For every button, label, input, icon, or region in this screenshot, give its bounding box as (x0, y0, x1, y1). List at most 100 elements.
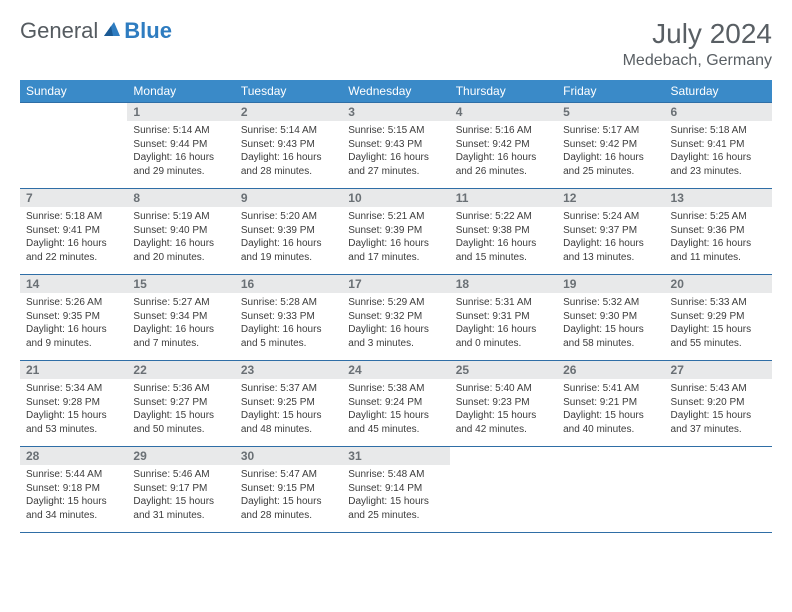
day-cell: Sunrise: 5:14 AMSunset: 9:44 PMDaylight:… (127, 121, 234, 189)
day-cell: Sunrise: 5:16 AMSunset: 9:42 PMDaylight:… (450, 121, 557, 189)
day-number: 8 (127, 189, 234, 208)
day-cell: Sunrise: 5:18 AMSunset: 9:41 PMDaylight:… (20, 207, 127, 275)
daylight-text-2: and 40 minutes. (563, 423, 658, 437)
day-cell (557, 465, 664, 533)
day-number: 30 (235, 447, 342, 466)
daylight-text-2: and 28 minutes. (241, 165, 336, 179)
sunset-text: Sunset: 9:35 PM (26, 310, 121, 324)
sunset-text: Sunset: 9:43 PM (348, 138, 443, 152)
day-cell: Sunrise: 5:34 AMSunset: 9:28 PMDaylight:… (20, 379, 127, 447)
day-cell: Sunrise: 5:40 AMSunset: 9:23 PMDaylight:… (450, 379, 557, 447)
sunrise-text: Sunrise: 5:25 AM (671, 210, 766, 224)
day-number (20, 103, 127, 122)
sunset-text: Sunset: 9:18 PM (26, 482, 121, 496)
daylight-text: Daylight: 16 hours (563, 151, 658, 165)
sunrise-text: Sunrise: 5:33 AM (671, 296, 766, 310)
sunset-text: Sunset: 9:44 PM (133, 138, 228, 152)
day-number: 23 (235, 361, 342, 380)
daylight-text: Daylight: 16 hours (563, 237, 658, 251)
daylight-text: Daylight: 16 hours (133, 237, 228, 251)
day-info-row: Sunrise: 5:14 AMSunset: 9:44 PMDaylight:… (20, 121, 772, 189)
sunset-text: Sunset: 9:31 PM (456, 310, 551, 324)
daylight-text: Daylight: 16 hours (241, 323, 336, 337)
daylight-text-2: and 50 minutes. (133, 423, 228, 437)
daylight-text-2: and 25 minutes. (348, 509, 443, 523)
day-number: 26 (557, 361, 664, 380)
day-cell: Sunrise: 5:33 AMSunset: 9:29 PMDaylight:… (665, 293, 772, 361)
day-number: 20 (665, 275, 772, 294)
daylight-text: Daylight: 16 hours (26, 237, 121, 251)
day-number: 4 (450, 103, 557, 122)
sunrise-text: Sunrise: 5:31 AM (456, 296, 551, 310)
day-cell: Sunrise: 5:20 AMSunset: 9:39 PMDaylight:… (235, 207, 342, 275)
sunrise-text: Sunrise: 5:16 AM (456, 124, 551, 138)
day-number: 29 (127, 447, 234, 466)
day-number: 27 (665, 361, 772, 380)
daylight-text: Daylight: 15 hours (26, 495, 121, 509)
day-number: 1 (127, 103, 234, 122)
day-number: 13 (665, 189, 772, 208)
sunset-text: Sunset: 9:39 PM (348, 224, 443, 238)
daylight-text-2: and 20 minutes. (133, 251, 228, 265)
sunset-text: Sunset: 9:24 PM (348, 396, 443, 410)
daylight-text: Daylight: 16 hours (133, 323, 228, 337)
day-number: 28 (20, 447, 127, 466)
daylight-text-2: and 55 minutes. (671, 337, 766, 351)
sunrise-text: Sunrise: 5:41 AM (563, 382, 658, 396)
daylight-text: Daylight: 16 hours (241, 151, 336, 165)
daylight-text: Daylight: 15 hours (671, 323, 766, 337)
day-header: Monday (127, 80, 234, 103)
daylight-text: Daylight: 16 hours (671, 237, 766, 251)
day-number: 14 (20, 275, 127, 294)
sunrise-text: Sunrise: 5:27 AM (133, 296, 228, 310)
daylight-text-2: and 48 minutes. (241, 423, 336, 437)
sunset-text: Sunset: 9:32 PM (348, 310, 443, 324)
day-number-row: 78910111213 (20, 189, 772, 208)
sunrise-text: Sunrise: 5:20 AM (241, 210, 336, 224)
day-cell: Sunrise: 5:32 AMSunset: 9:30 PMDaylight:… (557, 293, 664, 361)
day-info-row: Sunrise: 5:26 AMSunset: 9:35 PMDaylight:… (20, 293, 772, 361)
sunrise-text: Sunrise: 5:14 AM (241, 124, 336, 138)
day-cell: Sunrise: 5:41 AMSunset: 9:21 PMDaylight:… (557, 379, 664, 447)
day-number: 9 (235, 189, 342, 208)
day-number: 25 (450, 361, 557, 380)
day-number: 3 (342, 103, 449, 122)
daylight-text: Daylight: 16 hours (456, 151, 551, 165)
day-cell: Sunrise: 5:22 AMSunset: 9:38 PMDaylight:… (450, 207, 557, 275)
daylight-text: Daylight: 15 hours (26, 409, 121, 423)
sunrise-text: Sunrise: 5:34 AM (26, 382, 121, 396)
day-cell: Sunrise: 5:38 AMSunset: 9:24 PMDaylight:… (342, 379, 449, 447)
sunset-text: Sunset: 9:30 PM (563, 310, 658, 324)
sunset-text: Sunset: 9:23 PM (456, 396, 551, 410)
day-cell: Sunrise: 5:18 AMSunset: 9:41 PMDaylight:… (665, 121, 772, 189)
sunrise-text: Sunrise: 5:21 AM (348, 210, 443, 224)
day-cell: Sunrise: 5:29 AMSunset: 9:32 PMDaylight:… (342, 293, 449, 361)
sunrise-text: Sunrise: 5:14 AM (133, 124, 228, 138)
sunrise-text: Sunrise: 5:18 AM (671, 124, 766, 138)
day-cell: Sunrise: 5:14 AMSunset: 9:43 PMDaylight:… (235, 121, 342, 189)
sunset-text: Sunset: 9:21 PM (563, 396, 658, 410)
daylight-text: Daylight: 16 hours (133, 151, 228, 165)
day-number: 7 (20, 189, 127, 208)
daylight-text-2: and 22 minutes. (26, 251, 121, 265)
sunrise-text: Sunrise: 5:47 AM (241, 468, 336, 482)
brand-part1: General (20, 18, 98, 44)
header: General Blue July 2024 Medebach, Germany (20, 18, 772, 70)
daylight-text: Daylight: 15 hours (563, 323, 658, 337)
day-info-row: Sunrise: 5:34 AMSunset: 9:28 PMDaylight:… (20, 379, 772, 447)
day-cell: Sunrise: 5:47 AMSunset: 9:15 PMDaylight:… (235, 465, 342, 533)
daylight-text: Daylight: 16 hours (348, 323, 443, 337)
day-cell: Sunrise: 5:15 AMSunset: 9:43 PMDaylight:… (342, 121, 449, 189)
daylight-text: Daylight: 16 hours (348, 151, 443, 165)
daylight-text-2: and 31 minutes. (133, 509, 228, 523)
brand-part2: Blue (124, 18, 172, 44)
day-number: 24 (342, 361, 449, 380)
day-number: 5 (557, 103, 664, 122)
sunset-text: Sunset: 9:42 PM (563, 138, 658, 152)
day-cell: Sunrise: 5:19 AMSunset: 9:40 PMDaylight:… (127, 207, 234, 275)
daylight-text-2: and 9 minutes. (26, 337, 121, 351)
day-number: 11 (450, 189, 557, 208)
daylight-text: Daylight: 15 hours (348, 409, 443, 423)
sunset-text: Sunset: 9:37 PM (563, 224, 658, 238)
day-header: Sunday (20, 80, 127, 103)
